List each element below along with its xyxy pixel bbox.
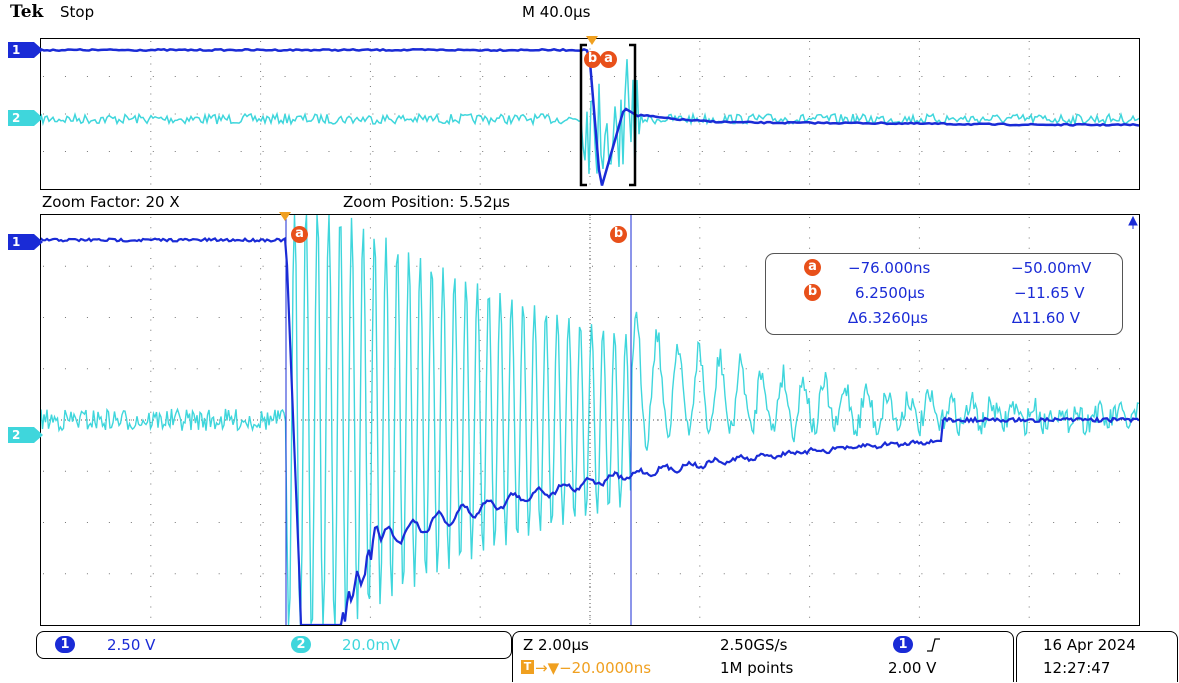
zoom-plot — [41, 215, 1139, 625]
ch2-ground-marker-overview[interactable]: 2 — [8, 110, 43, 126]
zoom-cursor-a-badge[interactable]: a — [291, 226, 308, 243]
overview-graticule — [43, 41, 1121, 185]
readout-cursor-a-badge: a — [804, 259, 821, 276]
cursor-b-time: 6.2500µs — [855, 284, 925, 302]
cursor-b-voltage: −11.65 V — [1014, 284, 1085, 302]
datetime-box: 16 Apr 2024 12:27:47 — [1016, 631, 1178, 682]
zoom-factor-label: Zoom Factor: 20 X — [42, 193, 180, 211]
ch1-badge[interactable]: 1 — [55, 636, 75, 653]
ch1-scale[interactable]: 2.50 V — [107, 636, 156, 654]
zoom-traces — [41, 215, 1139, 625]
zoom-cursor-b-badge[interactable]: b — [610, 226, 627, 243]
timebase-readout: M 40.0µs — [522, 3, 591, 21]
ch1-ground-marker-zoom[interactable]: 1 — [8, 234, 43, 250]
zoom-ch2-trace — [41, 215, 1139, 625]
zoom-graticule — [41, 215, 1139, 625]
overrange-arrow-icon — [1128, 215, 1138, 229]
time-display: 12:27:47 — [1043, 659, 1111, 677]
cursor-delta-time: ∆6.3260µs — [848, 309, 928, 327]
rising-edge-icon — [927, 638, 940, 652]
zoom-window-brackets — [579, 43, 637, 187]
overview-trigger-marker — [586, 36, 598, 45]
zoom-ch1-trace — [41, 236, 1139, 625]
ch2-badge[interactable]: 2 — [291, 636, 311, 653]
record-length[interactable]: 1M points — [720, 659, 794, 677]
overview-cursor-b-badge[interactable]: b — [584, 51, 601, 68]
trigger-source-badge[interactable]: 1 — [893, 636, 913, 653]
trigger-position-icon: T — [521, 660, 534, 674]
trigger-level[interactable]: 2.00 V — [888, 659, 937, 677]
overview-traces — [41, 47, 1139, 186]
overview-ch2-trace — [41, 59, 1139, 174]
ch2-scale[interactable]: 20.0mV — [342, 636, 401, 654]
acquisition-state: Stop — [60, 3, 95, 21]
cursor-readout-box: a −76.000ns −50.00mV b 6.2500µs −11.65 V… — [765, 253, 1123, 335]
cursor-delta-voltage: ∆11.60 V — [1012, 309, 1081, 327]
cursor-a-voltage: −50.00mV — [1011, 259, 1092, 277]
zoom-position-label: Zoom Position: 5.52µs — [343, 193, 510, 211]
brand-logo: Tek — [10, 2, 44, 22]
trigger-position[interactable]: →▼−20.0000ns — [535, 659, 652, 677]
sample-rate: 2.50GS/s — [720, 636, 788, 654]
zoom-time-scale[interactable]: Z 2.00µs — [523, 636, 589, 654]
overview-cursor-a-badge[interactable]: a — [600, 51, 617, 68]
readout-cursor-b-badge: b — [804, 284, 821, 301]
ch2-ground-marker-zoom[interactable]: 2 — [8, 427, 43, 443]
date-display: 16 Apr 2024 — [1043, 636, 1136, 654]
channel-scale-box[interactable]: 1 2.50 V 2 20.0mV — [36, 631, 512, 659]
ch1-ground-marker-overview[interactable]: 1 — [8, 42, 43, 58]
horizontal-settings-box[interactable]: Z 2.00µs 2.50GS/s T →▼−20.0000ns 1M poin… — [512, 631, 1014, 682]
cursor-a-time: −76.000ns — [848, 259, 931, 277]
zoom-trigger-marker — [279, 212, 291, 221]
